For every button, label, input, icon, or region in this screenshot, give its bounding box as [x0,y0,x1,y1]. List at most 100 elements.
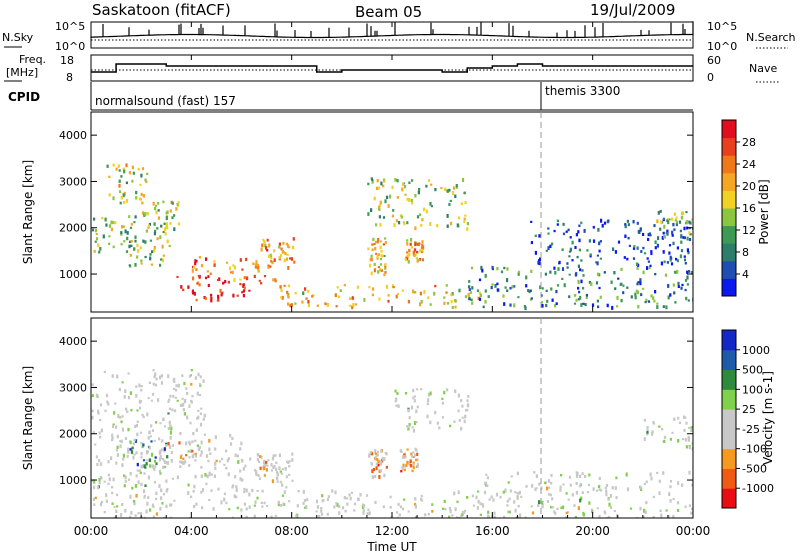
velocity-colorbar-segment [722,369,736,390]
velocity-cell [519,513,522,518]
velocity-cell [253,504,256,507]
power-cell [379,223,382,227]
velocity-cell [221,457,224,461]
power-cell [135,190,138,195]
velocity-cell [690,426,693,429]
velocity-cell [507,510,510,514]
velocity-cell [291,458,294,462]
freq-tick-top: 18 [60,54,74,67]
velocity-cell [94,496,97,500]
velocity-cell [401,466,404,470]
velocity-colorbar-segment [722,448,736,469]
velocity-cell [188,456,191,459]
power-cell [213,260,216,263]
velocity-cell [153,467,156,471]
power-cell [455,184,458,188]
velocity-cell [659,509,662,513]
velocity-cell [575,471,578,474]
velocity-cell [395,404,398,407]
power-cell [145,229,148,233]
power-colorbar-segment [722,172,736,191]
power-cell [445,284,448,287]
power-cell [445,291,448,294]
power-cell [686,270,689,274]
power-cell [175,207,178,211]
velocity-cell [592,487,595,491]
power-cell [120,231,123,235]
velocity-cell [159,456,162,460]
power-cell [253,274,256,278]
power-cell [461,178,465,182]
power-cell [568,273,571,276]
power-cell [680,215,683,220]
power-cell [684,262,687,265]
power-cell [112,245,115,249]
power-cell [554,304,557,308]
velocity-cell [126,447,130,451]
power-cell [377,266,380,269]
power-cell [272,278,275,282]
power-cell [151,250,154,254]
velocity-cell [336,502,339,507]
velocity-colorbar-label: -25 [742,423,760,436]
power-cell [374,240,378,244]
velocity-cell [453,491,456,496]
velocity-cell [107,402,110,406]
power-cell [267,266,270,269]
power-cell [294,302,297,305]
velocity-cell [154,456,157,459]
power-cell [371,293,374,297]
velocity-cell [338,511,341,515]
velocity-cell [408,424,411,427]
power-cell [509,303,512,307]
velocity-cell [146,501,149,506]
power-cell [676,246,679,250]
velocity-cell [429,391,432,396]
velocity-cell [424,513,427,517]
velocity-cell [516,492,519,495]
power-cell [380,269,383,272]
velocity-cell [99,435,102,439]
velocity-cell [379,463,382,466]
velocity-cell [116,453,119,457]
velocity-cell [169,424,172,428]
velocity-cell [178,441,181,445]
velocity-cell [91,394,94,398]
power-cell [541,304,544,308]
power-cell [578,224,581,228]
noise-sky-line [90,21,694,39]
velocity-cell [427,392,431,397]
velocity-colorbar-label: Velocity [m s-1] [761,371,775,465]
power-cell [263,275,267,278]
velocity-cell [359,493,362,497]
power-cell [392,286,395,289]
velocity-cell [106,400,109,404]
velocity-cell [107,482,110,486]
velocity-cell [549,493,552,497]
power-cell [686,283,689,286]
power-cell [161,258,164,263]
velocity-cell [167,400,170,403]
power-cell [138,197,141,201]
power-cell [283,258,286,263]
power-cell [415,250,418,254]
velocity-cell [160,381,164,385]
power-cell [650,250,653,253]
power-cell [232,264,235,267]
power-cell [382,243,385,246]
power-cell [635,262,639,266]
velocity-cell [548,486,551,489]
power-cell [622,291,625,295]
velocity-cell [517,504,520,508]
velocity-cell [240,458,243,462]
velocity-cell [151,393,155,396]
power-cell [153,248,156,253]
velocity-cell [346,502,349,506]
power-cell [149,256,152,261]
power-cell [427,296,430,299]
power-cell [198,256,201,259]
velocity-cell [652,495,655,499]
power-cell [464,295,467,299]
power-cell [668,218,671,221]
